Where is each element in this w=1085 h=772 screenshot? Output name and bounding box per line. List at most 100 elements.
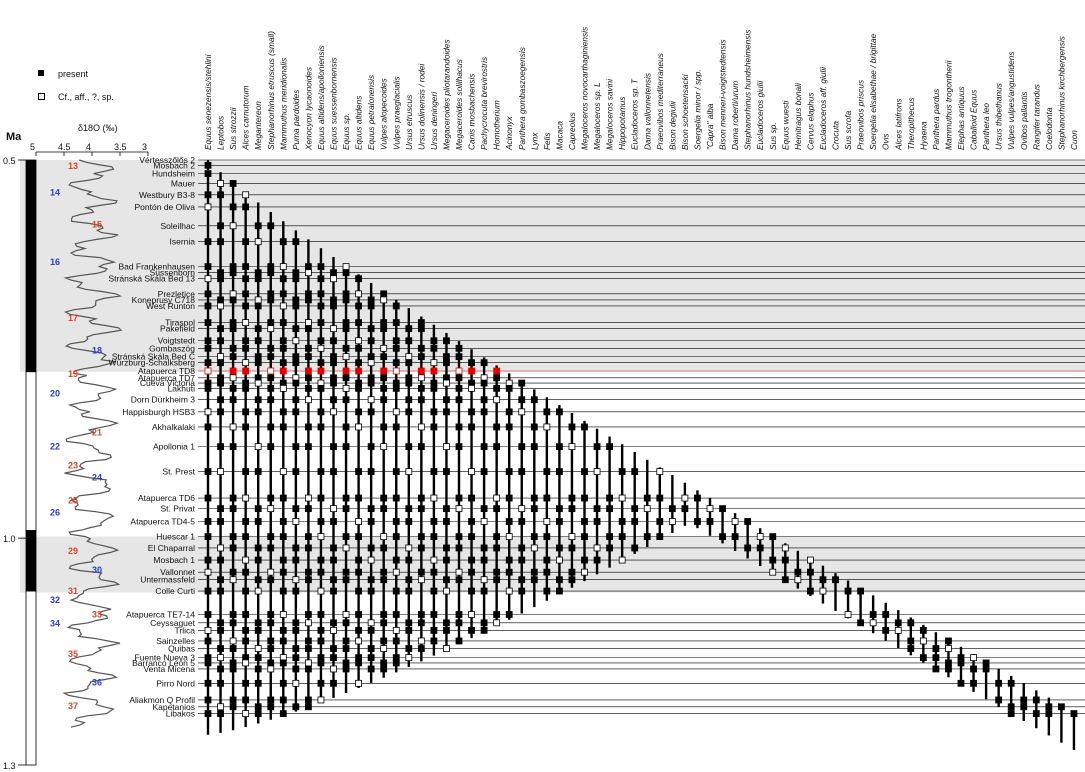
occurrence-marker	[292, 325, 300, 333]
occurrence-marker	[493, 396, 501, 404]
occurrence-marker	[945, 637, 952, 645]
occurrence-marker	[304, 443, 312, 451]
occurrence-marker	[229, 505, 237, 513]
mis-33: 33	[92, 610, 102, 620]
occurrence-marker	[493, 423, 501, 431]
occurrence-marker	[530, 568, 538, 576]
occurrence-marker	[342, 568, 350, 576]
occurrence-marker	[530, 505, 538, 513]
occurrence-marker	[455, 374, 463, 382]
occurrence-marker	[229, 576, 237, 584]
site-label: Venta Micena	[143, 664, 195, 674]
occurrence-marker	[1070, 710, 1078, 717]
mis-35: 35	[68, 649, 78, 659]
occurrence-marker	[267, 396, 275, 404]
mis-22: 22	[50, 442, 60, 452]
occurrence-marker	[330, 325, 337, 333]
occurrence-marker	[279, 679, 287, 687]
occurrence-marker	[556, 556, 563, 564]
occurrence-marker	[242, 408, 250, 416]
occurrence-marker	[869, 611, 877, 618]
occurrence-marker	[468, 384, 475, 392]
occurrence-marker	[267, 533, 275, 541]
occurrence-marker	[631, 505, 639, 513]
occurrence-marker	[204, 359, 212, 367]
occurrence-marker	[217, 544, 224, 552]
occurrence-marker	[568, 568, 576, 576]
occurrence-marker	[1032, 710, 1040, 717]
occurrence-marker	[443, 619, 450, 627]
site-label: Atapuerca TD8	[138, 366, 195, 376]
site-label: Dorn Dürkheim 3	[131, 395, 196, 405]
occurrence-marker	[317, 423, 325, 431]
occurrence-marker	[342, 505, 350, 513]
occurrence-marker	[304, 659, 312, 667]
occurrence-marker	[480, 626, 488, 634]
occurrence-marker	[292, 679, 300, 687]
occurrence-marker	[292, 275, 300, 283]
legend: present Cf., aff., ?, sp.	[38, 69, 114, 102]
occurrence-marker	[342, 619, 350, 627]
site-label: Tiraspol	[165, 318, 195, 328]
occurrence-marker	[794, 568, 802, 576]
occurrence-marker	[204, 191, 212, 199]
occurrence-marker	[380, 443, 388, 451]
occurrence-marker	[631, 468, 639, 475]
delta-tick-label: 3	[142, 142, 147, 152]
occurrence-marker	[254, 468, 262, 475]
occurrence-marker	[618, 533, 626, 541]
occurrence-marker	[430, 384, 438, 392]
occurrence-marker	[330, 396, 337, 404]
occurrence-marker	[543, 568, 551, 576]
occurrence-marker	[342, 396, 350, 404]
occurrence-marker	[204, 468, 212, 475]
occurrence-marker	[380, 494, 388, 502]
occurrence-marker	[304, 544, 312, 552]
age-tick-label: 1.3	[3, 761, 16, 771]
occurrence-marker	[330, 302, 337, 310]
occurrence-marker	[367, 359, 375, 367]
mis-14: 14	[50, 188, 60, 198]
taxon-header: Panthera leo	[981, 103, 991, 150]
occurrence-marker	[857, 619, 864, 627]
occurrence-marker	[882, 611, 890, 618]
occurrence-marker	[242, 319, 250, 326]
occurrence-marker	[355, 367, 363, 375]
taxon-header: Capreolus	[567, 112, 577, 150]
occurrence-marker	[317, 611, 325, 618]
taxon-header: Puma pardoides	[291, 90, 301, 150]
occurrence-marker	[330, 275, 337, 283]
occurrence-marker	[279, 238, 287, 246]
taxon-header: Eucladoceros aff. giulii	[818, 66, 828, 150]
taxon-header: Vulpes alopecoides	[379, 78, 389, 150]
taxon-header: Equus petralonensis	[366, 75, 376, 150]
occurrence-marker	[342, 344, 350, 352]
occurrence-marker	[330, 337, 337, 345]
occurrence-marker	[970, 665, 977, 673]
occurrence-marker	[292, 556, 300, 564]
mis-13: 13	[68, 161, 78, 171]
occurrence-marker	[317, 290, 325, 298]
occurrence-marker	[518, 544, 526, 552]
site-label: Aliakmon Q Profil	[129, 695, 195, 705]
site-label: Bad Frankenhausen	[118, 262, 195, 272]
occurrence-marker	[254, 556, 262, 564]
occurrence-marker	[217, 703, 224, 711]
occurrence-marker	[995, 696, 1003, 704]
occurrence-marker	[1020, 703, 1028, 711]
occurrence-marker	[217, 710, 224, 717]
taxon-header: Hemitragus bonali	[793, 82, 803, 150]
occurrence-marker	[267, 374, 275, 382]
occurrence-marker	[292, 619, 300, 627]
occurrence-marker	[505, 587, 513, 595]
taxon-header: Stephanorhinus hundsheimensis	[743, 30, 753, 150]
taxon-header: Megaceroides pliotarandoides	[441, 39, 451, 150]
occurrence-marker	[229, 665, 237, 673]
occurrence-marker	[279, 319, 287, 326]
taxon-header: Equus wuesti	[780, 99, 790, 150]
occurrence-marker	[204, 238, 212, 246]
occurrence-marker	[380, 665, 388, 673]
mis-labels: 13 14 15 16 17 18 19 20 21 22 23 24 25 26 29 30 31 32 33 34…	[50, 161, 102, 711]
occurrence-marker	[380, 505, 388, 513]
